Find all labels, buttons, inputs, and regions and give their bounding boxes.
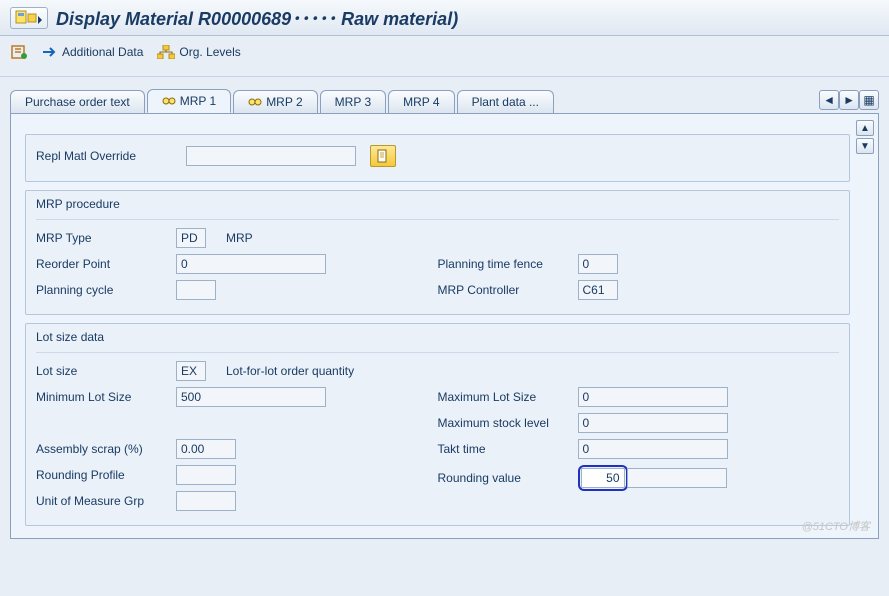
arrow-right-icon bbox=[42, 46, 58, 58]
uom-grp-label: Unit of Measure Grp bbox=[36, 494, 176, 508]
header-menu-button[interactable] bbox=[10, 7, 48, 29]
tab-mrp-3[interactable]: MRP 3 bbox=[320, 90, 386, 113]
min-lot-field[interactable] bbox=[176, 387, 326, 407]
lot-size-group: Lot size data Lot size Lot-for-lot order… bbox=[25, 323, 850, 526]
rounding-profile-label: Rounding Profile bbox=[36, 468, 176, 482]
panel-scroll: ▲ ▼ bbox=[856, 120, 874, 154]
max-stock-field[interactable] bbox=[578, 413, 728, 433]
rounding-value-highlight bbox=[578, 465, 628, 491]
watermark: @51CTO博客 bbox=[802, 518, 870, 534]
additional-data-button[interactable]: Additional Data bbox=[42, 45, 143, 59]
tab-label: MRP 4 bbox=[403, 95, 439, 109]
repl-matl-override-label: Repl Matl Override bbox=[36, 149, 186, 163]
tabstrip: Purchase order text MRP 1 MRP 2 MRP 3 MR… bbox=[10, 87, 813, 113]
tab-nav: ◄ ► ▦ bbox=[819, 90, 879, 110]
repl-matl-override-field[interactable] bbox=[186, 146, 356, 166]
page-title: Display Material R00000689･････ Raw mate… bbox=[56, 5, 458, 31]
planning-time-fence-label: Planning time fence bbox=[438, 257, 578, 271]
tab-label: MRP 2 bbox=[266, 95, 302, 109]
lot-size-text: Lot-for-lot order quantity bbox=[226, 364, 354, 378]
toolbar: Additional Data Org. Levels bbox=[0, 36, 889, 77]
min-lot-label: Minimum Lot Size bbox=[36, 390, 176, 404]
tab-label: Plant data ... bbox=[472, 95, 539, 109]
tab-chain-icon bbox=[162, 95, 176, 107]
toggle-button[interactable] bbox=[10, 44, 28, 60]
scroll-up-button[interactable]: ▲ bbox=[856, 120, 874, 136]
org-levels-label: Org. Levels bbox=[179, 45, 240, 59]
assembly-scrap-field[interactable] bbox=[176, 439, 236, 459]
planning-time-fence-field[interactable] bbox=[578, 254, 618, 274]
hierarchy-icon bbox=[157, 45, 175, 59]
rounding-value-field[interactable] bbox=[581, 468, 625, 488]
tab-mrp-1[interactable]: MRP 1 bbox=[147, 89, 231, 113]
tab-mrp-4[interactable]: MRP 4 bbox=[388, 90, 454, 113]
tab-scroll-left-button[interactable]: ◄ bbox=[819, 90, 839, 110]
mrp-type-field[interactable] bbox=[176, 228, 206, 248]
max-lot-field[interactable] bbox=[578, 387, 728, 407]
planning-cycle-field[interactable] bbox=[176, 280, 216, 300]
max-lot-label: Maximum Lot Size bbox=[438, 390, 578, 404]
scroll-down-button[interactable]: ▼ bbox=[856, 138, 874, 154]
tab-list-button[interactable]: ▦ bbox=[859, 90, 879, 110]
tab-chain-icon bbox=[248, 96, 262, 108]
tab-label: MRP 1 bbox=[180, 94, 216, 108]
lot-size-label: Lot size bbox=[36, 364, 176, 378]
planning-cycle-label: Planning cycle bbox=[36, 283, 176, 297]
tab-mrp-2[interactable]: MRP 2 bbox=[233, 90, 317, 113]
takt-time-field[interactable] bbox=[578, 439, 728, 459]
max-stock-label: Maximum stock level bbox=[438, 416, 578, 430]
tab-label: Purchase order text bbox=[25, 95, 130, 109]
mrp-procedure-group: MRP procedure MRP Type MRP Reorder Point… bbox=[25, 190, 850, 315]
title-bar: Display Material R00000689･････ Raw mate… bbox=[0, 0, 889, 36]
reorder-point-label: Reorder Point bbox=[36, 257, 176, 271]
header-menu-icon bbox=[15, 10, 43, 26]
tabstrip-container: Purchase order text MRP 1 MRP 2 MRP 3 MR… bbox=[0, 77, 889, 113]
document-icon bbox=[376, 149, 390, 163]
org-levels-button[interactable]: Org. Levels bbox=[157, 45, 240, 59]
toggle-icon bbox=[10, 44, 28, 60]
tab-scroll-right-button[interactable]: ► bbox=[839, 90, 859, 110]
rounding-value-label: Rounding value bbox=[438, 471, 578, 485]
additional-data-label: Additional Data bbox=[62, 45, 143, 59]
tab-panel: ▲ ▼ Repl Matl Override MRP procedure MRP… bbox=[10, 113, 879, 539]
takt-time-label: Takt time bbox=[438, 442, 578, 456]
mrp-controller-label: MRP Controller bbox=[438, 283, 578, 297]
rounding-value-field-ext[interactable] bbox=[627, 468, 727, 488]
repl-lookup-button[interactable] bbox=[370, 145, 396, 167]
mrp-type-text: MRP bbox=[226, 231, 253, 245]
lot-size-field[interactable] bbox=[176, 361, 206, 381]
mrp-type-label: MRP Type bbox=[36, 231, 176, 245]
uom-grp-field[interactable] bbox=[176, 491, 236, 511]
assembly-scrap-label: Assembly scrap (%) bbox=[36, 442, 176, 456]
tab-label: MRP 3 bbox=[335, 95, 371, 109]
mrp-procedure-title: MRP procedure bbox=[36, 191, 839, 220]
mrp-controller-field[interactable] bbox=[578, 280, 618, 300]
tab-purchase-order-text[interactable]: Purchase order text bbox=[10, 90, 145, 113]
tab-plant-data[interactable]: Plant data ... bbox=[457, 90, 554, 113]
repl-group: Repl Matl Override bbox=[25, 134, 850, 182]
lot-size-title: Lot size data bbox=[36, 324, 839, 353]
rounding-profile-field[interactable] bbox=[176, 465, 236, 485]
reorder-point-field[interactable] bbox=[176, 254, 326, 274]
